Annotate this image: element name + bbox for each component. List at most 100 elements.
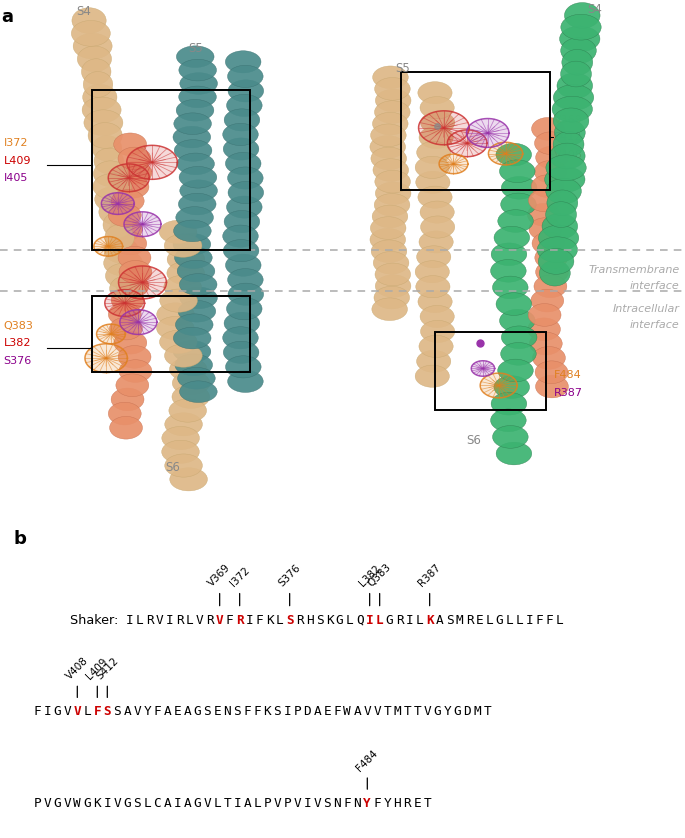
Ellipse shape <box>101 193 134 215</box>
Text: V: V <box>373 706 381 718</box>
Ellipse shape <box>542 214 577 239</box>
Ellipse shape <box>418 81 452 104</box>
Ellipse shape <box>227 65 263 87</box>
Ellipse shape <box>415 156 449 178</box>
Ellipse shape <box>419 111 469 145</box>
Ellipse shape <box>416 246 451 268</box>
Ellipse shape <box>119 266 166 299</box>
Text: S6: S6 <box>466 434 482 447</box>
Ellipse shape <box>120 310 157 334</box>
Ellipse shape <box>173 234 211 255</box>
Ellipse shape <box>529 218 562 241</box>
Text: I: I <box>366 613 373 627</box>
Text: F: F <box>93 706 101 718</box>
Text: I: I <box>303 797 311 810</box>
Ellipse shape <box>72 8 106 34</box>
Ellipse shape <box>159 220 197 244</box>
Text: W: W <box>343 706 351 718</box>
Ellipse shape <box>499 160 535 183</box>
Text: a: a <box>1 8 14 26</box>
Text: S: S <box>323 797 331 810</box>
Ellipse shape <box>92 136 122 161</box>
Ellipse shape <box>534 160 567 184</box>
Text: A: A <box>314 706 321 718</box>
Text: R: R <box>466 613 473 627</box>
Ellipse shape <box>534 132 567 154</box>
Text: R: R <box>296 613 303 627</box>
Text: L: L <box>416 613 423 627</box>
Ellipse shape <box>225 153 261 174</box>
Text: F: F <box>243 706 251 718</box>
Ellipse shape <box>490 260 526 282</box>
Text: S: S <box>273 706 281 718</box>
Text: F: F <box>34 706 41 718</box>
Ellipse shape <box>167 261 205 285</box>
Text: I: I <box>526 613 534 627</box>
Ellipse shape <box>178 194 216 215</box>
Text: I: I <box>246 613 253 627</box>
Text: Transmembrane: Transmembrane <box>588 265 680 275</box>
Text: G: G <box>193 797 201 810</box>
Ellipse shape <box>560 61 591 87</box>
Text: V: V <box>114 797 121 810</box>
Text: R387: R387 <box>416 563 443 589</box>
Ellipse shape <box>545 167 585 193</box>
Ellipse shape <box>375 182 411 204</box>
Ellipse shape <box>111 289 144 312</box>
Ellipse shape <box>561 14 601 40</box>
Text: A: A <box>436 613 443 627</box>
Ellipse shape <box>531 289 564 312</box>
Text: K: K <box>93 797 101 810</box>
Ellipse shape <box>105 290 145 317</box>
Ellipse shape <box>371 217 406 240</box>
Ellipse shape <box>373 112 408 135</box>
Ellipse shape <box>549 143 585 169</box>
Ellipse shape <box>228 182 264 204</box>
Ellipse shape <box>552 96 593 122</box>
Ellipse shape <box>375 170 410 193</box>
Ellipse shape <box>375 263 410 286</box>
Ellipse shape <box>104 237 138 263</box>
Ellipse shape <box>225 254 261 277</box>
Ellipse shape <box>553 132 584 158</box>
Ellipse shape <box>421 216 455 238</box>
Text: G: G <box>496 613 503 627</box>
Ellipse shape <box>538 249 574 274</box>
Ellipse shape <box>223 240 259 261</box>
Text: I405: I405 <box>3 173 28 184</box>
Ellipse shape <box>179 274 217 295</box>
Ellipse shape <box>375 275 411 297</box>
Ellipse shape <box>175 314 213 335</box>
Ellipse shape <box>501 343 536 365</box>
Text: Q383: Q383 <box>3 321 34 331</box>
Ellipse shape <box>118 246 151 269</box>
Text: S: S <box>446 613 453 627</box>
Text: L: L <box>556 613 564 627</box>
Ellipse shape <box>174 140 212 161</box>
Ellipse shape <box>84 110 123 136</box>
Ellipse shape <box>494 375 530 398</box>
Text: T: T <box>423 797 431 810</box>
Text: H: H <box>306 613 314 627</box>
Ellipse shape <box>547 190 577 215</box>
Text: S412: S412 <box>95 656 120 681</box>
Text: R: R <box>236 613 243 627</box>
Ellipse shape <box>373 251 409 274</box>
Ellipse shape <box>73 34 112 59</box>
Ellipse shape <box>227 269 263 291</box>
Text: E: E <box>173 706 181 718</box>
Text: K: K <box>266 613 273 627</box>
Text: P: P <box>264 797 271 810</box>
Text: G: G <box>193 706 201 718</box>
Ellipse shape <box>71 20 110 46</box>
Ellipse shape <box>532 232 565 255</box>
Ellipse shape <box>373 158 408 181</box>
Ellipse shape <box>111 189 144 212</box>
Text: L: L <box>214 797 221 810</box>
Ellipse shape <box>375 78 410 101</box>
Text: I372: I372 <box>3 138 28 148</box>
Text: V369: V369 <box>553 115 582 125</box>
Text: L382: L382 <box>3 339 31 349</box>
Ellipse shape <box>554 120 585 146</box>
Text: V: V <box>364 706 371 718</box>
